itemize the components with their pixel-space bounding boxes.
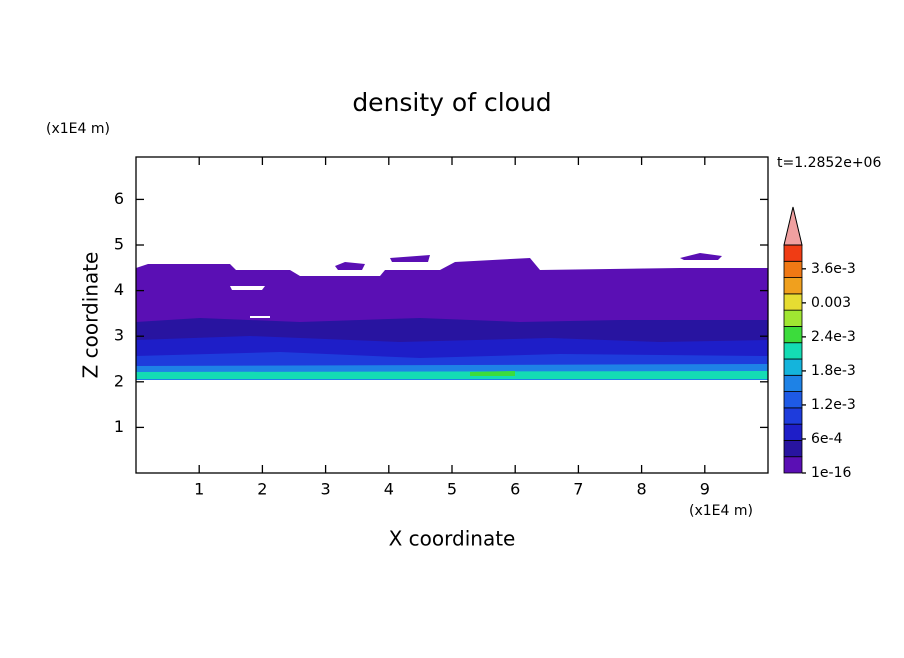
colorbar-tick-label: 1e-16 [811,465,851,481]
x-unit: (x1E4 m) [689,503,753,519]
colorbar-segment [783,407,803,425]
x-tick-label: 4 [384,480,394,499]
colorbar-tick-label: 6e-4 [811,431,843,447]
colorbar-segment [783,391,803,409]
chart-title: density of cloud [352,88,551,117]
x-tick-label: 7 [573,480,583,499]
x-tick-label: 2 [257,480,267,499]
colorbar-segment [783,423,803,441]
y-tick-label: 2 [114,371,124,390]
y-unit: (x1E4 m) [46,121,110,137]
x-tick-label: 8 [637,480,647,499]
y-axis-label: Z coordinate [79,252,103,379]
y-tick-label: 6 [114,189,124,208]
x-tick-label: 5 [447,480,457,499]
colorbar-segment [783,260,803,278]
colorbar-segment [783,309,803,327]
colorbar-segment [783,342,803,360]
x-tick-label: 1 [194,480,204,499]
colorbar-segment [783,374,803,392]
contour-field [136,253,768,380]
colorbar-segment [783,244,803,262]
colorbar-tick-label: 3.6e-3 [811,261,856,277]
time-annotation: t=1.2852e+06 [777,155,881,171]
y-tick-label: 1 [114,417,124,436]
x-tick-label: 9 [700,480,710,499]
colorbar-segment [783,358,803,376]
y-tick-label: 5 [114,235,124,254]
x-axis-label: X coordinate [389,527,516,551]
x-tick-label: 6 [510,480,520,499]
y-tick-label: 4 [114,280,124,299]
colorbar-tick-label: 0.003 [811,295,851,311]
colorbar-tick-label: 2.4e-3 [811,329,856,345]
colorbar-segment [783,293,803,311]
x-tick-label: 3 [321,480,331,499]
y-tick-label: 3 [114,326,124,345]
colorbar-segment [783,456,803,474]
colorbar-segment [783,326,803,344]
colorbar-tick-label: 1.2e-3 [811,397,856,413]
colorbar-segment [783,440,803,458]
colorbar-tick-label: 1.8e-3 [811,363,856,379]
colorbar-segment [783,277,803,295]
colorbar-extend [783,206,803,246]
